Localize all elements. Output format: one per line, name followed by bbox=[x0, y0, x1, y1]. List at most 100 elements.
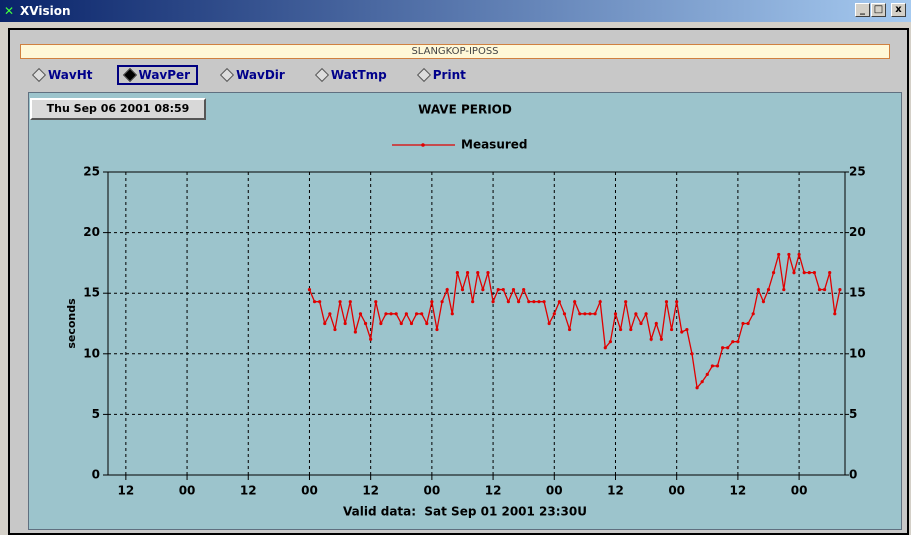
data-point bbox=[807, 270, 811, 275]
data-point bbox=[363, 321, 368, 326]
data-point bbox=[756, 287, 760, 292]
button-label: WavDir bbox=[236, 68, 285, 82]
close-button[interactable]: x bbox=[891, 3, 906, 17]
data-point bbox=[659, 337, 663, 341]
x-tick-label: 12 bbox=[362, 484, 379, 498]
data-point bbox=[634, 312, 638, 316]
legend-label: Measured bbox=[461, 138, 528, 152]
data-point bbox=[828, 270, 832, 275]
y2-tick-label: 15 bbox=[849, 286, 866, 300]
y2-tick-label: 10 bbox=[849, 346, 866, 360]
data-point bbox=[583, 312, 587, 316]
data-point bbox=[782, 287, 786, 292]
data-point bbox=[323, 321, 327, 326]
data-point bbox=[486, 270, 490, 275]
data-line bbox=[308, 252, 841, 390]
y-tick-label: 5 bbox=[92, 407, 100, 421]
data-point bbox=[425, 321, 429, 326]
x-tick-label: 00 bbox=[668, 484, 685, 498]
y2-tick-label: 5 bbox=[849, 407, 857, 421]
chart-title: WAVE PERIOD bbox=[418, 103, 512, 117]
data-point bbox=[465, 270, 470, 275]
data-point bbox=[491, 300, 495, 304]
data-point bbox=[618, 327, 623, 332]
data-point bbox=[343, 321, 347, 326]
y-tick-label: 0 bbox=[92, 468, 100, 482]
data-point bbox=[348, 300, 352, 304]
data-point bbox=[817, 287, 822, 292]
toolbar: WavHt WavPer WavDir WatTmp Print bbox=[26, 64, 474, 86]
data-point bbox=[608, 340, 612, 344]
data-point bbox=[328, 312, 332, 316]
data-point bbox=[318, 300, 322, 304]
toolbar-button[interactable]: WavHt bbox=[26, 65, 101, 85]
data-point bbox=[450, 312, 454, 316]
data-point bbox=[593, 312, 597, 316]
y2-tick-label: 0 bbox=[849, 468, 857, 482]
data-point bbox=[710, 364, 714, 368]
button-label: WatTmp bbox=[330, 68, 387, 82]
data-point bbox=[369, 337, 373, 341]
y-tick-label: 20 bbox=[83, 225, 100, 239]
data-point bbox=[695, 386, 699, 390]
data-point bbox=[562, 312, 567, 316]
data-point bbox=[680, 330, 684, 334]
data-point bbox=[353, 330, 357, 334]
data-point bbox=[761, 300, 765, 304]
data-point bbox=[547, 321, 551, 326]
x-tick-label: 00 bbox=[301, 484, 318, 498]
data-point bbox=[644, 312, 648, 316]
data-point bbox=[573, 300, 577, 304]
x-tick-label: 00 bbox=[546, 484, 563, 498]
toolbar-button[interactable]: WavDir bbox=[214, 65, 293, 85]
toolbar-button[interactable]: WatTmp bbox=[309, 65, 395, 85]
timestamp: Thu Sep 06 2001 08:59 bbox=[30, 98, 206, 120]
data-point bbox=[307, 287, 312, 292]
data-point bbox=[715, 364, 720, 368]
data-point bbox=[511, 287, 516, 292]
data-point bbox=[629, 327, 633, 332]
data-point bbox=[741, 321, 745, 326]
button-label: WavHt bbox=[48, 68, 93, 82]
data-point bbox=[766, 287, 771, 292]
data-point bbox=[736, 340, 740, 344]
data-point bbox=[822, 287, 827, 292]
data-point bbox=[731, 340, 735, 344]
data-point bbox=[639, 321, 643, 326]
data-point bbox=[726, 346, 730, 350]
x-tick-label: 12 bbox=[240, 484, 257, 498]
data-point bbox=[838, 287, 842, 292]
data-point bbox=[471, 300, 475, 304]
data-point bbox=[797, 252, 801, 257]
maximize-button[interactable]: □ bbox=[871, 3, 886, 17]
inner-title: SLANGKOP-IPOSS bbox=[20, 44, 890, 59]
data-point bbox=[777, 252, 781, 257]
x-tick-label: 12 bbox=[730, 484, 747, 498]
data-point bbox=[506, 300, 510, 304]
data-point bbox=[440, 300, 444, 304]
toolbar-button[interactable]: WavPer bbox=[116, 65, 199, 85]
y-tick-label: 25 bbox=[83, 165, 100, 179]
data-point bbox=[404, 312, 408, 316]
data-point bbox=[333, 327, 337, 332]
data-point bbox=[527, 300, 531, 304]
toolbar-button[interactable]: Print bbox=[411, 65, 474, 85]
data-point bbox=[384, 312, 388, 316]
data-point bbox=[675, 300, 679, 304]
data-point bbox=[430, 300, 434, 304]
data-point bbox=[409, 321, 414, 326]
data-point bbox=[420, 312, 424, 316]
y2-tick-label: 20 bbox=[849, 225, 866, 239]
y-axis-label: seconds bbox=[65, 298, 78, 349]
data-point bbox=[664, 300, 669, 304]
x-tick-label: 12 bbox=[607, 484, 624, 498]
minimize-button[interactable]: _ bbox=[855, 3, 870, 17]
data-point bbox=[537, 300, 541, 304]
data-point bbox=[705, 372, 709, 377]
data-point bbox=[771, 270, 776, 275]
data-point bbox=[578, 312, 582, 316]
data-point bbox=[379, 321, 383, 326]
data-point bbox=[787, 252, 791, 257]
data-point bbox=[624, 300, 628, 304]
